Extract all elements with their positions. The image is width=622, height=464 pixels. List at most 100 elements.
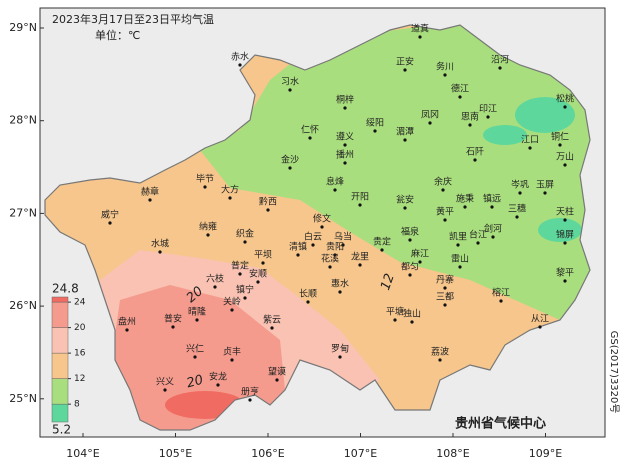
city-label: 印江 (479, 103, 497, 115)
city-dot (458, 265, 462, 269)
city-label: 江口 (521, 135, 539, 146)
city-dot (108, 221, 112, 225)
legend-tick-label: 8 (74, 400, 80, 410)
city-label: 赫章 (141, 186, 159, 198)
city-dot (230, 308, 234, 312)
zone-cold (483, 125, 527, 145)
city-label: 紫云 (263, 315, 281, 326)
city-dot (418, 35, 422, 39)
city-label: 沿河 (491, 54, 509, 66)
lon-label: 104°E (66, 447, 99, 460)
city-dot (311, 243, 315, 247)
city-label: 黔西 (259, 196, 277, 208)
city-dot (343, 106, 347, 110)
city-dot (476, 241, 480, 245)
city-dot (403, 68, 407, 72)
contour-label: 20 (185, 373, 205, 392)
legend-tick-label: 24 (74, 298, 86, 308)
city-dot (528, 146, 532, 150)
city-label: 安龙 (209, 371, 227, 383)
city-dot (499, 299, 503, 303)
city-label: 瓮安 (396, 194, 414, 206)
city-dot (238, 272, 242, 276)
lat-label: 25°N (9, 392, 37, 405)
city-dot (563, 105, 567, 109)
city-dot (296, 253, 300, 257)
city-dot (238, 63, 242, 67)
city-dot (338, 290, 342, 294)
city-dot (248, 398, 252, 402)
city-dot (408, 273, 412, 277)
city-label: 思南 (461, 111, 479, 123)
city-label: 榕江 (492, 287, 510, 299)
city-label: 施秉 (456, 193, 474, 205)
legend-tick-label: 12 (74, 374, 85, 384)
city-label: 册亨 (241, 386, 259, 398)
city-label: 贵阳 (326, 241, 344, 253)
city-label: 福泉 (401, 226, 419, 238)
city-label: 习水 (281, 76, 299, 88)
city-label: 都匀 (401, 261, 419, 273)
city-label: 桐梓 (336, 94, 354, 106)
city-label: 兴义 (156, 377, 174, 388)
city-label: 台江 (469, 229, 487, 241)
unit: 单位：℃ (95, 28, 140, 42)
city-dot (171, 325, 175, 329)
city-dot (468, 123, 472, 127)
city-label: 凤冈 (421, 110, 439, 121)
city-dot (563, 241, 567, 245)
city-label: 贞丰 (223, 346, 241, 358)
city-dot (373, 129, 377, 133)
city-label: 贵定 (373, 236, 391, 248)
city-dot (341, 243, 345, 247)
lon-label: 105°E (159, 447, 192, 460)
city-label: 平坝 (254, 250, 272, 261)
city-label: 息烽 (326, 176, 344, 188)
city-dot (358, 263, 362, 267)
city-label: 雷山 (451, 254, 469, 265)
zone-cool (200, 25, 590, 320)
city-dot (125, 328, 129, 332)
city-dot (195, 318, 199, 322)
city-dot (408, 238, 412, 242)
city-label: 黄平 (436, 206, 454, 218)
city-label: 六枝 (206, 273, 224, 285)
city-dot (158, 250, 162, 254)
city-label: 剑河 (484, 223, 502, 235)
city-dot (228, 196, 232, 200)
city-label: 铜仁 (551, 131, 569, 143)
city-dot (193, 355, 197, 359)
city-dot (458, 95, 462, 99)
zone-cold (538, 218, 582, 242)
city-dot (443, 218, 447, 222)
city-label: 大方 (221, 184, 239, 196)
city-dot (410, 320, 414, 324)
city-label: 龙里 (351, 251, 369, 263)
city-dot (443, 286, 447, 290)
city-label: 玉屏 (536, 180, 554, 191)
city-dot (343, 143, 347, 147)
city-dot (518, 191, 522, 195)
city-label: 务川 (436, 61, 454, 73)
city-label: 镇远 (483, 193, 501, 205)
city-label: 湄潭 (396, 127, 414, 138)
city-dot (491, 235, 495, 239)
city-dot (393, 318, 397, 322)
city-dot (261, 261, 265, 265)
legend-max-label: 24.8 (52, 282, 79, 296)
city-label: 晴隆 (188, 306, 206, 318)
city-label: 岑巩 (511, 179, 529, 191)
contour-label: 12 (378, 272, 398, 293)
city-dot (148, 198, 152, 202)
city-dot (243, 240, 247, 244)
city-dot (328, 265, 332, 269)
city-dot (380, 248, 384, 252)
city-dot (213, 285, 217, 289)
city-dot (308, 136, 312, 140)
city-dot (206, 233, 210, 237)
city-label: 绥阳 (366, 118, 384, 129)
legend-tick-label: 20 (74, 323, 86, 333)
city-label: 播州 (336, 149, 354, 161)
city-label: 三都 (436, 292, 454, 303)
city-label: 正安 (396, 56, 414, 68)
